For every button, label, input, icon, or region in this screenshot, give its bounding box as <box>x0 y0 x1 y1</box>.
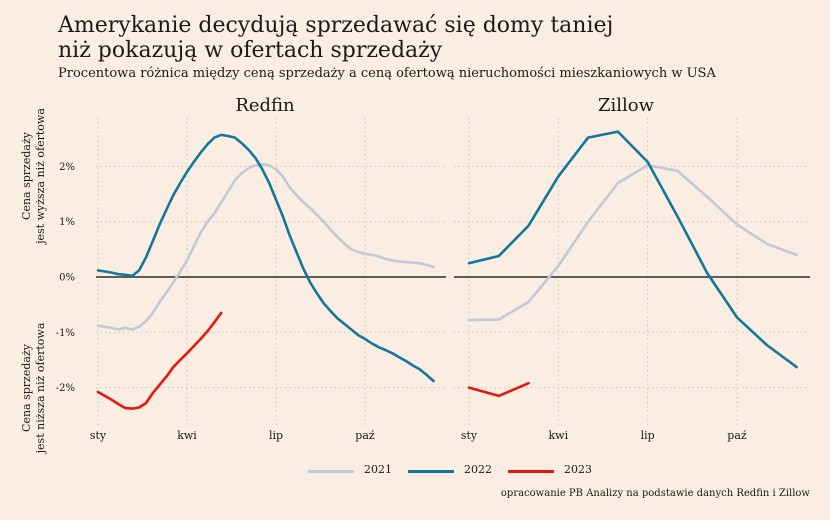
x-tick-label: paź <box>355 429 375 442</box>
x-tick-label: kwi <box>177 429 197 442</box>
legend-label-2022: 2022 <box>464 463 492 476</box>
x-tick-label: sty <box>461 429 478 442</box>
y-label-lower-line: jest niższa niż ofertowa <box>34 322 47 455</box>
panel-zillow: Zillow sty kwi lip paź <box>454 95 810 442</box>
panel-title: Redfin <box>235 95 295 116</box>
chart-title: Amerykanie decydują sprzedawać się domy … <box>58 13 778 63</box>
y-label-lower-line: Cena sprzedaży <box>20 343 33 432</box>
x-tick-label: kwi <box>549 429 569 442</box>
series-line-2022 <box>467 130 798 369</box>
series-line-2023 <box>96 311 223 410</box>
title-line-2: niż pokazują w ofertach sprzedaży <box>58 38 443 63</box>
title-line-1: Amerykanie decydują sprzedawać się domy … <box>58 13 614 38</box>
source-note: opracowanie PB Analizy na podstawie dany… <box>500 488 810 499</box>
y-tick-label: 1% <box>59 217 75 228</box>
y-tick-label: 2% <box>59 162 75 173</box>
panel-title: Zillow <box>598 95 655 116</box>
y-label-upper: Cena sprzedaży jest wyższa niż ofertowa <box>20 108 47 246</box>
legend-swatch-2021 <box>308 470 354 473</box>
legend-swatch-2022 <box>408 470 454 473</box>
y-tick-label: -2% <box>56 383 75 394</box>
chart-subtitle: Procentowa różnica między ceną sprzedaży… <box>58 66 716 81</box>
panel-redfin: Redfin sty kwi lip paź <box>90 95 446 442</box>
legend-swatch-2023 <box>508 470 554 473</box>
series-line-2021 <box>96 162 435 331</box>
y-label-upper-line: Cena sprzedaży <box>20 131 33 220</box>
legend-label-2021: 2021 <box>364 463 392 476</box>
y-label-lower: Cena sprzedaży jest niższa niż ofertowa <box>20 322 47 455</box>
series-line-2021 <box>467 164 798 322</box>
series-line-2023 <box>467 381 530 398</box>
y-tick-label: -1% <box>56 328 75 339</box>
x-tick-label: paź <box>727 429 747 442</box>
legend-label-2023: 2023 <box>564 463 592 476</box>
series-line-2022 <box>96 133 435 383</box>
y-tick-label: 0% <box>59 273 75 284</box>
x-tick-label: sty <box>90 429 107 442</box>
x-tick-label: lip <box>269 429 283 442</box>
x-tick-label: lip <box>641 429 655 442</box>
y-label-upper-line: jest wyższa niż ofertowa <box>34 108 47 246</box>
